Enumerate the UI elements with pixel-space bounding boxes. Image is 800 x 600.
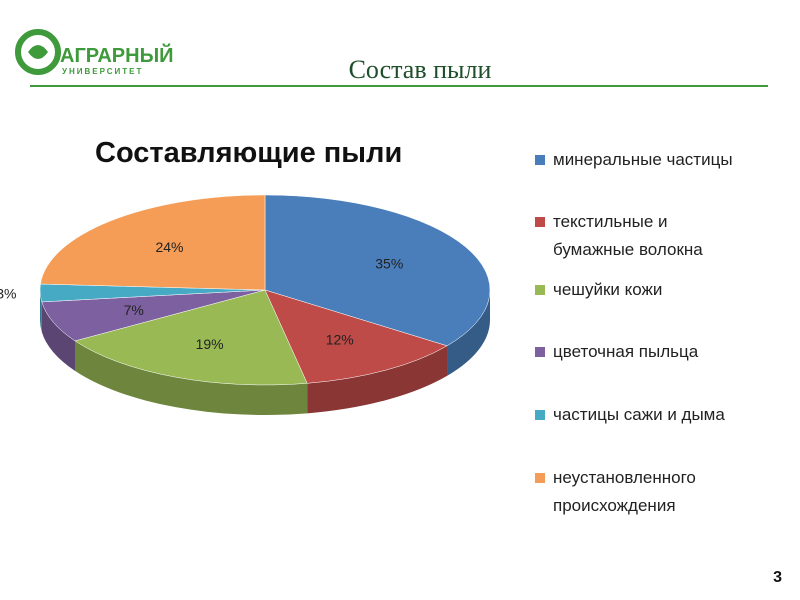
slice-side <box>75 340 308 415</box>
legend-label: неустановленного происхождения <box>553 468 696 515</box>
logo-leaf <box>28 45 48 59</box>
legend-swatch <box>535 217 545 227</box>
data-label: 3% <box>0 285 16 301</box>
legend-swatch <box>535 410 545 420</box>
legend-label: минеральные частицы <box>553 150 733 169</box>
legend-entry: чешуйки кожи <box>535 276 775 304</box>
data-label: 24% <box>155 239 183 255</box>
pie: 35% 12% 19% 7% 3% 24% <box>0 194 491 415</box>
slice-side <box>447 290 490 376</box>
slide-title: Состав пыли <box>349 55 492 84</box>
slice <box>264 194 491 347</box>
legend-swatch <box>535 347 545 357</box>
legend-label: текстильные и бумажные волокна <box>553 212 703 259</box>
data-label: 12% <box>326 332 354 348</box>
legend-entry: частицы сажи и дыма <box>535 401 775 429</box>
legend-label: частицы сажи и дыма <box>553 405 725 424</box>
slice <box>74 289 308 386</box>
logo-icon <box>15 29 61 75</box>
data-label: 35% <box>375 255 403 271</box>
slice-side <box>307 345 448 414</box>
legend-entry: неустановленного происхождения <box>535 464 775 520</box>
logo-subtitle: УНИВЕРСИТЕТ <box>62 67 143 76</box>
legend-label: цветочная пыльца <box>553 342 699 361</box>
legend-entry: текстильные и бумажные волокна <box>535 208 775 264</box>
slice <box>264 289 448 384</box>
page-number: 3 <box>773 569 782 586</box>
legend-swatch <box>535 285 545 295</box>
data-label: 7% <box>124 302 144 318</box>
legend-swatch <box>535 473 545 483</box>
legend-entry: цветочная пыльца <box>535 338 775 366</box>
slice <box>40 194 266 291</box>
logo-name: АГРАРНЫЙ <box>60 43 174 67</box>
chart-title: Составляющие пыли <box>95 137 402 169</box>
legend-label: чешуйки кожи <box>553 280 663 299</box>
legend-swatch <box>535 155 545 165</box>
data-label: 19% <box>196 336 224 352</box>
legend-entry: минеральные частицы <box>535 146 775 174</box>
slice-side <box>41 301 76 371</box>
